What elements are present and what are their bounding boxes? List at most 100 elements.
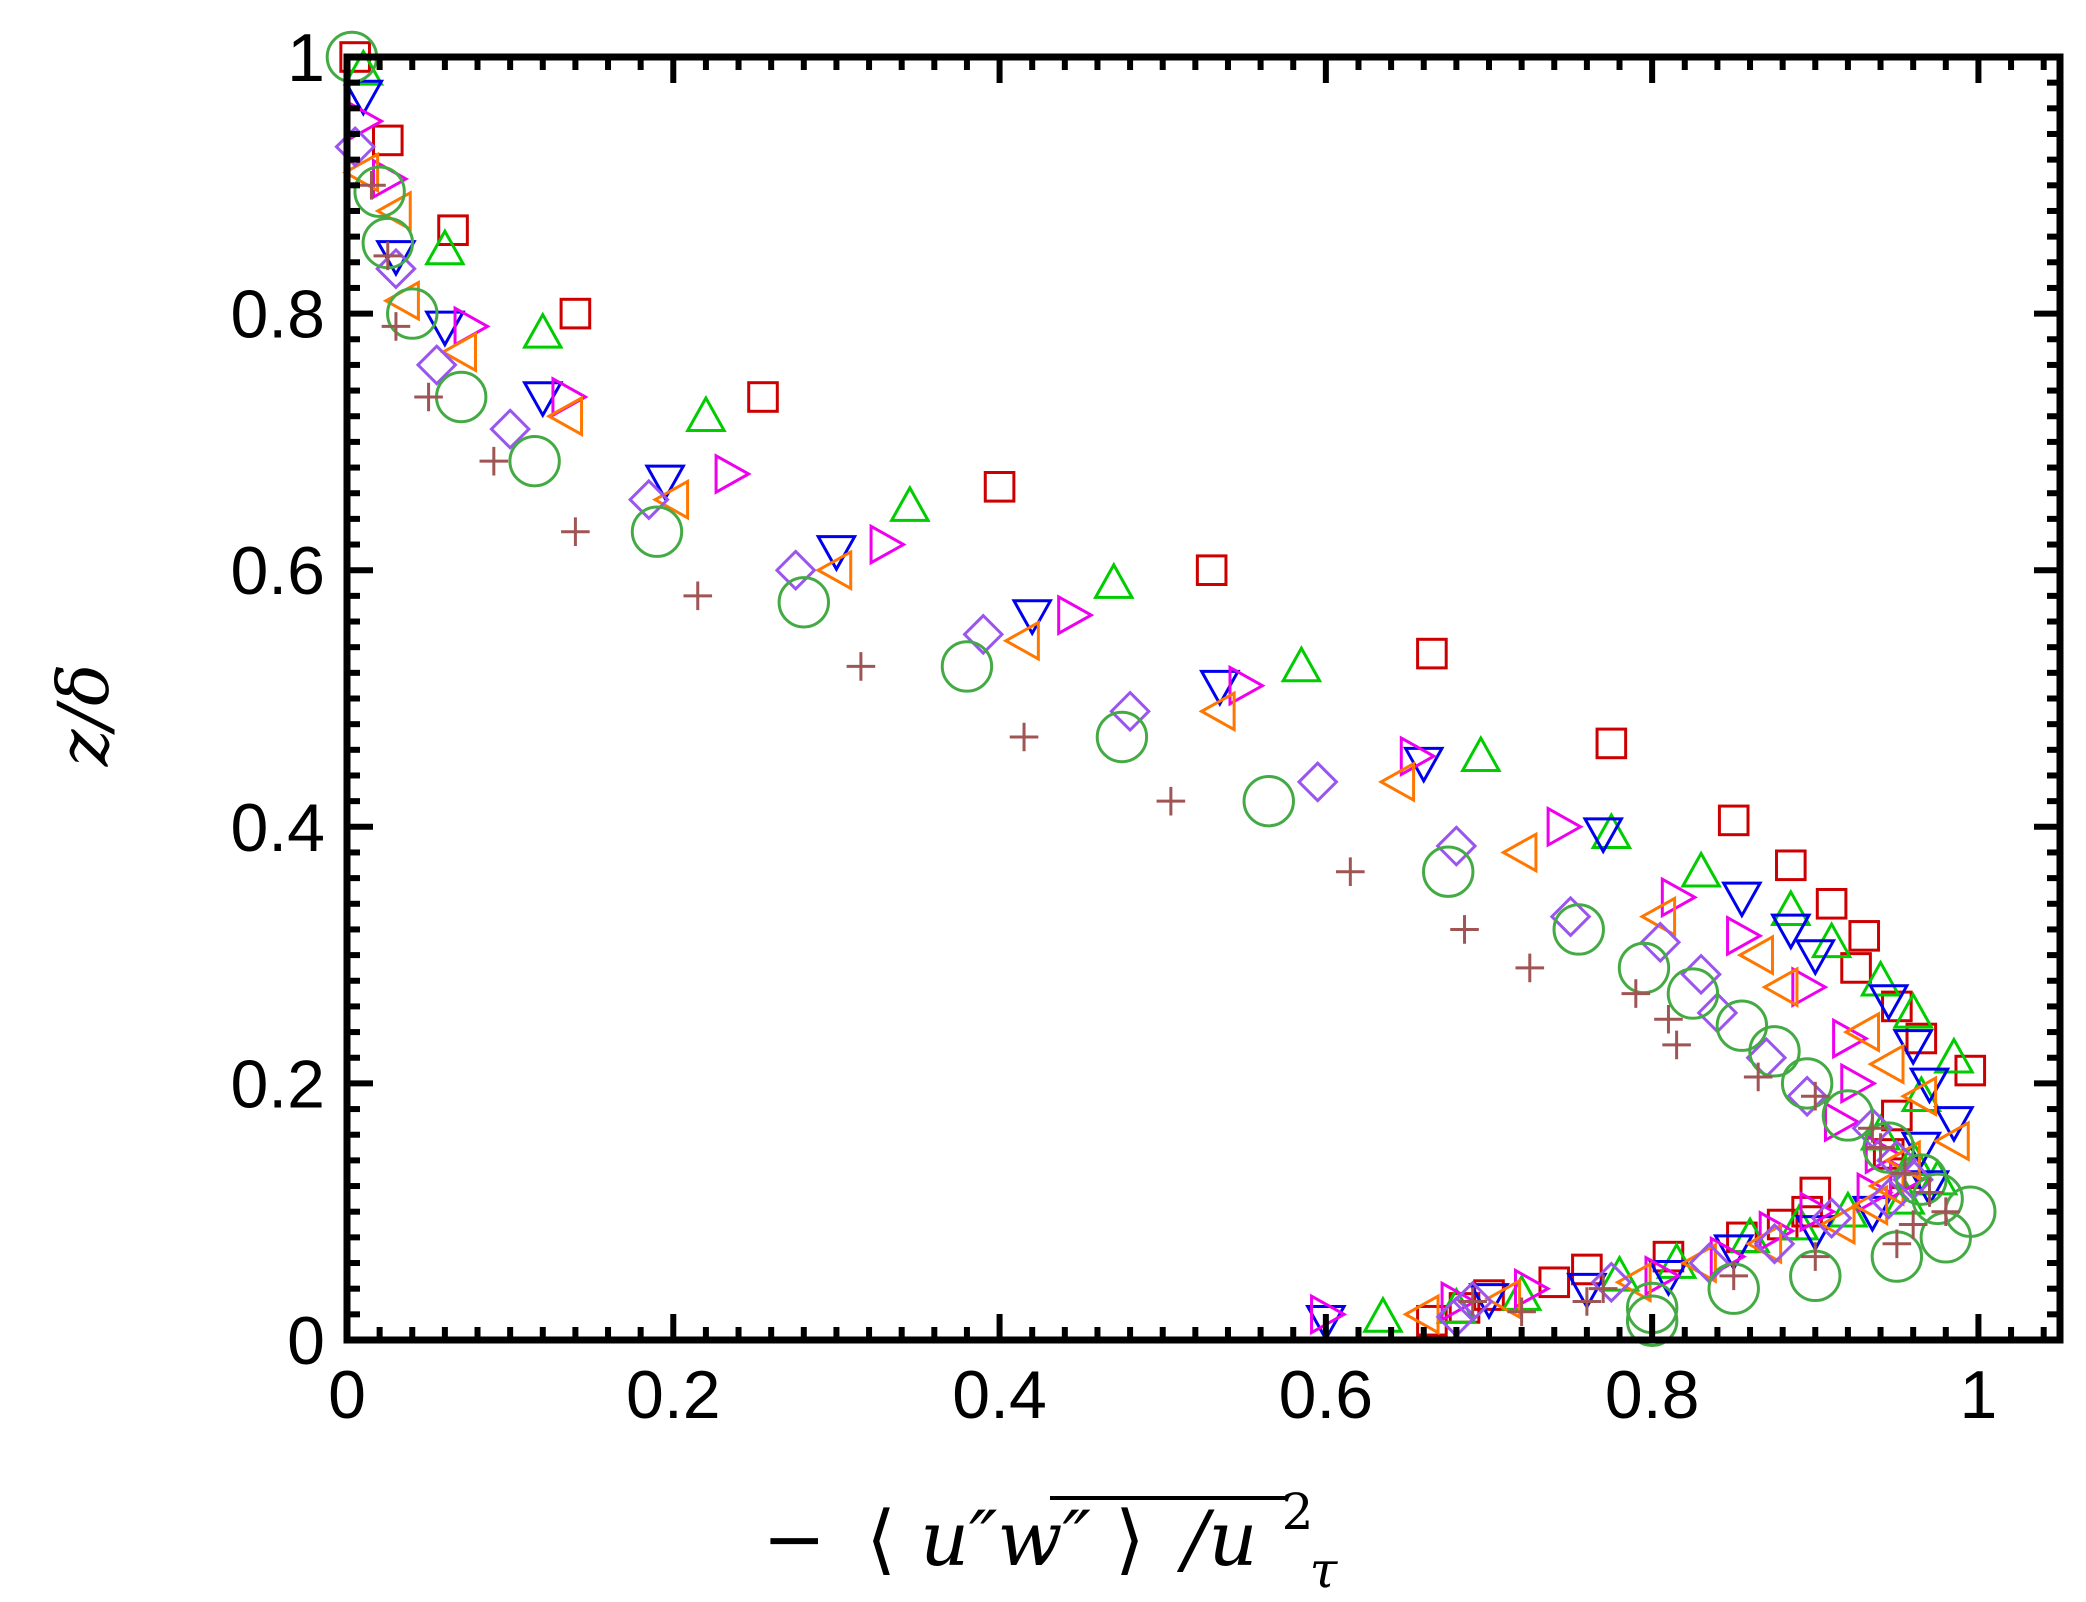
y-tick-label: 0.6	[230, 533, 325, 609]
series-6-point	[1549, 895, 1592, 938]
series-6-point	[627, 478, 670, 521]
series-8-point	[414, 382, 443, 412]
series-5-point	[1867, 1043, 1905, 1085]
series-5-point	[1842, 1011, 1881, 1053]
series-3-point	[1770, 913, 1812, 951]
series-7-point	[386, 287, 439, 340]
series-1-point	[1775, 849, 1807, 882]
series-5-point	[1900, 1075, 1938, 1117]
series-5-point	[342, 151, 380, 194]
series-5-point	[1378, 761, 1416, 803]
series-6-point	[1296, 761, 1339, 803]
series-3-point	[1566, 1272, 1608, 1310]
series-5-point	[439, 331, 477, 373]
series-1-point	[747, 381, 779, 413]
series-5-point	[1484, 1278, 1522, 1320]
series-2-point	[1859, 959, 1902, 997]
series-3-point	[1305, 1304, 1347, 1343]
series-3-point	[1582, 817, 1624, 855]
series-1-point	[1571, 1253, 1603, 1286]
series-8-point	[1507, 1297, 1536, 1327]
series-8-point	[1719, 1261, 1749, 1291]
series-4-point	[1546, 806, 1584, 848]
series-7-point	[508, 434, 561, 488]
series-3-point	[1712, 1234, 1755, 1272]
series-4-point	[1399, 735, 1437, 777]
series-8-point	[373, 241, 403, 271]
series-6-point	[1109, 690, 1151, 733]
series-6-point	[1639, 921, 1682, 964]
series-8-point	[1662, 1030, 1691, 1060]
series-7-point	[1862, 1121, 1915, 1174]
series-2-point	[1362, 1295, 1404, 1333]
series-4-point	[1228, 664, 1266, 707]
series-8-point	[1654, 1004, 1683, 1034]
series-2-point	[1598, 1254, 1641, 1292]
series-5-point	[1736, 934, 1774, 976]
series-2-point	[1280, 645, 1323, 683]
series-6-point	[489, 408, 531, 450]
series-4-point	[869, 523, 907, 566]
y-tick-label: 0.4	[230, 790, 325, 866]
x-tick-label: 1	[1960, 1357, 1998, 1433]
series-2-point	[424, 228, 466, 266]
series-7-point	[1715, 999, 1769, 1052]
series-3-point	[342, 79, 385, 117]
series-5-point	[1198, 690, 1236, 733]
series-7-point	[1422, 845, 1475, 898]
series-1-point	[1416, 637, 1448, 670]
series-8-point	[846, 652, 876, 681]
series-7-point	[1895, 1153, 1948, 1206]
x-axis-label: − ⟨ u″w″ ⟩ /u 2 τ	[762, 1458, 1338, 1599]
x-tick-label: 0.6	[1279, 1357, 1374, 1433]
svg-text:− ⟨ u″w″ ⟩: − ⟨ u″w″ ⟩ /u 2 τ	[762, 1458, 1338, 1599]
series-5-point	[1932, 1120, 1970, 1162]
series-8-point	[479, 446, 509, 476]
x-label-slash-u: /u	[1176, 1494, 1258, 1583]
series-5-point	[1500, 831, 1538, 874]
series-5-point	[1851, 1184, 1889, 1227]
series-8-point	[1866, 1133, 1895, 1162]
series-1-point	[1881, 1099, 1913, 1132]
series-2-point	[342, 48, 385, 86]
series-8-point	[561, 517, 590, 547]
series-6-point	[334, 125, 376, 168]
series-4-point	[1057, 594, 1095, 636]
series-6-point	[962, 613, 1005, 656]
series-5-point	[815, 549, 853, 591]
series-2-point	[1460, 734, 1502, 773]
series-8-point	[1882, 1229, 1912, 1259]
axis-ticks	[344, 54, 2060, 1343]
series-7-point	[1748, 1025, 1801, 1078]
series-8-point	[1450, 915, 1479, 944]
series-7-point	[777, 576, 830, 629]
series-1-point	[371, 124, 404, 157]
series-6-point	[1753, 1222, 1796, 1265]
series-2-point	[1590, 811, 1633, 850]
series-2-point	[522, 311, 564, 349]
series-8-point	[1009, 722, 1039, 752]
series-3-point	[1867, 984, 1910, 1022]
series-6-point	[375, 247, 417, 290]
series-7-point	[1242, 774, 1295, 828]
series-5-point	[545, 395, 584, 437]
series-7-point	[1911, 1172, 1964, 1226]
series-2-point	[1770, 888, 1812, 926]
series-5-point	[1002, 620, 1040, 662]
series-1-point	[1872, 1138, 1905, 1170]
series-8-point	[1931, 1197, 1961, 1226]
y-axis-label: z/δ	[43, 664, 125, 768]
series-2-point	[1900, 1074, 1943, 1113]
series-7-point	[1552, 903, 1605, 956]
series-1-point	[1195, 554, 1228, 587]
series-1-point	[1848, 920, 1881, 952]
x-label-minus: −	[762, 1494, 826, 1583]
series-3-point	[644, 464, 686, 502]
series-8-point	[1458, 1287, 1487, 1316]
series-7-point	[630, 505, 684, 558]
x-tick-label: 0	[328, 1357, 366, 1433]
series-8-point	[683, 581, 713, 611]
series-2-point	[1093, 561, 1135, 599]
series-7-point	[1780, 1057, 1834, 1110]
